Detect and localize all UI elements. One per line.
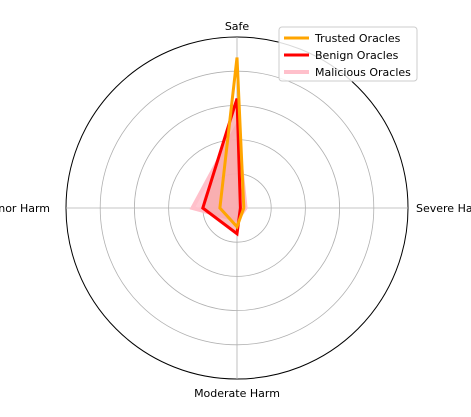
- series-area-benign-oracles: [202, 98, 241, 234]
- legend: Trusted Oracles Benign Oracles Malicious O…: [278, 26, 418, 82]
- axis-labels: Safe Severe Harm Moderate Harm Minor Harm: [0, 20, 471, 400]
- legend-label: Benign Oracles: [315, 49, 399, 62]
- series-line-trusted-oracles: [218, 57, 246, 230]
- legend-entry-trusted-oracles: Trusted Oracles: [284, 32, 401, 45]
- axis-label-severe-harm: Severe Harm: [416, 202, 471, 215]
- legend-label: Malicious Oracles: [315, 66, 411, 79]
- axis-label-safe: Safe: [225, 20, 250, 33]
- legend-frame: [278, 26, 418, 82]
- axis-label-moderate-harm: Moderate Harm: [194, 387, 280, 400]
- legend-label: Trusted Oracles: [314, 32, 401, 45]
- legend-entry-malicious-oracles: Malicious Oracles: [284, 66, 411, 79]
- series-trusted-oracles: [218, 57, 246, 230]
- legend-entries: Trusted Oracles Benign Oracles Malicious O…: [284, 32, 411, 79]
- series-line-benign-oracles: [201, 98, 242, 237]
- series-layer: [189, 57, 248, 237]
- legend-entry-benign-oracles: Benign Oracles: [284, 49, 399, 62]
- series-benign-oracles: [201, 98, 242, 237]
- axis-label-minor-harm: Minor Harm: [0, 202, 50, 215]
